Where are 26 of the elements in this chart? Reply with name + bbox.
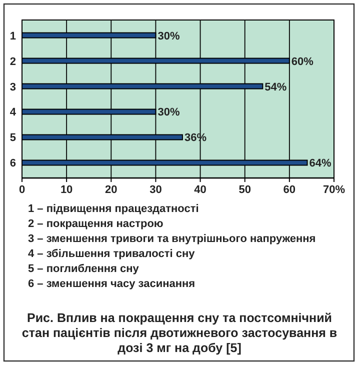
- data-label: 60%: [291, 56, 314, 68]
- data-label: 54%: [264, 81, 287, 94]
- y-tick-label: 3: [10, 81, 16, 94]
- x-tick-label: 40: [194, 184, 206, 196]
- y-tick-label: 6: [10, 158, 16, 170]
- x-tick-label: 50: [238, 184, 251, 196]
- x-tick-label: 60: [283, 184, 296, 196]
- text: 3 – зменшення тривоги та внутрішнього напруження: [28, 233, 316, 245]
- text: 1 – підвищення працездатності: [28, 203, 199, 215]
- x-tick-label: 30: [150, 184, 162, 196]
- data-label: 30%: [158, 30, 180, 42]
- text: Рис. Вплив на покращення сну та постсомнічний стан пацієнтів після двотижневого застосування в дозі 3 мг на добу [5]: [22, 311, 338, 355]
- y-tick-label: 5: [10, 132, 16, 144]
- text: 6 – зменшення часу засинання: [28, 278, 196, 290]
- x-tick-label: 0: [18, 184, 26, 196]
- data-label: 64%: [309, 158, 332, 170]
- text: 2 – покращення настрою: [28, 218, 164, 230]
- text: 5 – поглиблення сну: [28, 263, 140, 275]
- x-tick-label: 20: [105, 184, 118, 196]
- x-tick-label: 70%: [322, 184, 346, 196]
- x-tick-label: 10: [60, 184, 73, 196]
- y-tick-label: 1: [10, 30, 16, 42]
- y-tick-label: 2: [10, 56, 16, 68]
- y-tick-label: 4: [10, 106, 17, 119]
- data-label: 30%: [158, 106, 180, 119]
- text: 4 – збільшення тривалості сну: [28, 248, 196, 260]
